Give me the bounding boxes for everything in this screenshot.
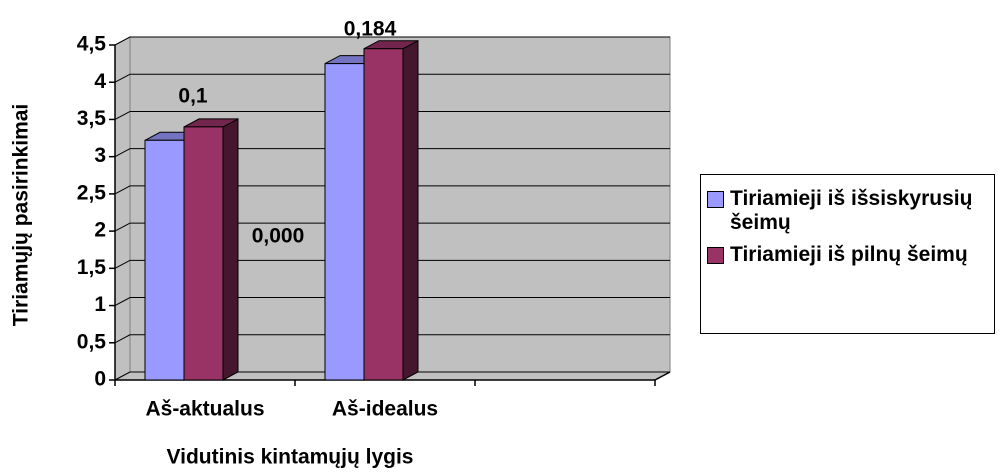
grid-line <box>114 73 670 83</box>
annotation: 0,184 <box>344 18 397 41</box>
x-axis-depth <box>654 371 671 381</box>
bar-side <box>222 118 239 381</box>
legend-label: Tiriamieji iš išsiskyrusių šeimų <box>730 187 973 234</box>
y-tick-label: 0,5 <box>77 330 107 353</box>
grid-line <box>114 259 670 269</box>
y-tick-label: 0 <box>94 368 106 391</box>
y-tick-label: 2,5 <box>77 181 107 204</box>
grid-line <box>114 36 670 46</box>
x-tick-label: Aš-aktualus <box>145 398 264 421</box>
grid-line <box>114 222 670 232</box>
legend: Tiriamieji iš išsiskyrusių šeimų Tiriamie… <box>700 174 995 334</box>
legend-swatch <box>707 247 724 264</box>
grid-line <box>114 297 670 306</box>
y-axis-title: Tiriamųjų pasirinkimai <box>10 104 33 327</box>
grid-line <box>114 185 670 195</box>
grid-line <box>114 371 670 381</box>
y-tick-label: 2 <box>94 219 106 242</box>
bar <box>183 118 239 381</box>
legend-swatch <box>707 191 724 208</box>
annotation: 0,1 <box>178 85 208 108</box>
bar <box>363 39 419 381</box>
y-tick-label: 3,5 <box>77 107 107 130</box>
legend-item: Tiriamieji iš pilnų šeimų <box>707 243 988 267</box>
bar-front <box>144 139 185 381</box>
y-tick-label: 4,5 <box>77 33 107 56</box>
y-tick-label: 4 <box>94 70 106 93</box>
legend-item: Tiriamieji iš išsiskyrusių šeimų <box>707 187 988 235</box>
annotation: 0,000 <box>252 225 305 248</box>
x-axis-title: Vidutinis kintamųjų lygis <box>167 446 414 469</box>
bar-front <box>324 63 365 381</box>
grid-line <box>114 334 670 344</box>
y-tick-label: 1 <box>94 293 106 316</box>
grid-line <box>114 148 670 158</box>
bar-front <box>363 48 404 381</box>
legend-label: Tiriamieji iš pilnų šeimų <box>730 243 968 266</box>
bar-front <box>183 126 224 381</box>
grid-line <box>114 110 670 120</box>
bar-side <box>402 39 419 381</box>
side-wall <box>114 36 131 381</box>
y-tick-label: 3 <box>94 144 106 167</box>
y-tick-label: 1,5 <box>77 256 107 279</box>
x-tick-label: Aš-idealus <box>332 398 438 421</box>
